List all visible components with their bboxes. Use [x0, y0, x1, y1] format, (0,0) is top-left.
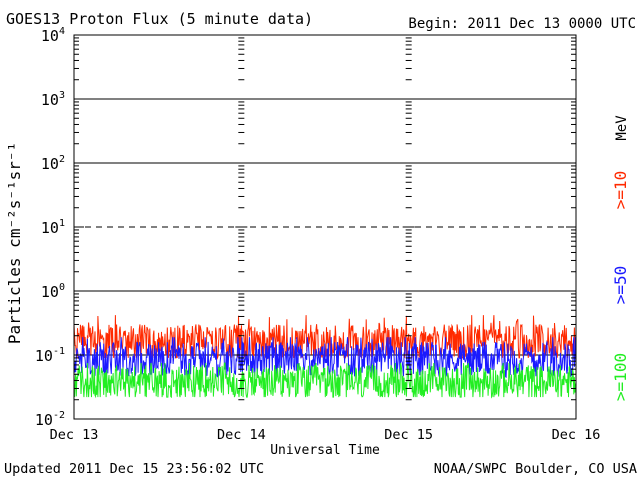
legend: >=10 >=50 >=100 [611, 171, 630, 401]
energy-unit-label: MeV [614, 115, 630, 141]
legend-label: >=10 [611, 171, 630, 210]
series-layer [73, 315, 576, 399]
y-tick-exponent: 3 [59, 90, 65, 101]
y-tick-exponent: 2 [59, 154, 65, 165]
source-credit: NOAA/SWPC Boulder, CO USA [434, 461, 637, 477]
x-tick-label: Dec 13 [50, 427, 99, 443]
legend-label: >=50 [611, 266, 630, 305]
legend-item: >=100 [611, 353, 630, 401]
legend-item: >=10 [611, 171, 630, 210]
y-tick-label: 101 [41, 218, 65, 237]
y-tick-label: 103 [41, 90, 65, 109]
grid-layer [74, 98, 576, 356]
y-tick-exponent: 0 [59, 282, 65, 293]
x-tick-label: Dec 15 [384, 427, 433, 443]
series-line [73, 362, 576, 399]
updated-timestamp: Updated 2011 Dec 15 23:56:02 UTC [4, 461, 264, 477]
y-tick-label: 104 [41, 26, 65, 45]
y-axis-label: Particles cm⁻²s⁻¹sr⁻¹ [5, 142, 24, 344]
legend-label: >=100 [611, 353, 630, 401]
y-tick-exponent: 1 [59, 218, 65, 229]
legend-item: >=50 [611, 266, 630, 305]
y-tick-exponent: -2 [53, 410, 65, 421]
y-tick-label: 10-2 [35, 410, 65, 429]
begin-label: Begin: 2011 Dec 13 0000 UTC [408, 16, 636, 32]
y-tick-label: 100 [41, 282, 65, 301]
y-tick-exponent: 4 [59, 26, 65, 37]
x-axis-label: Universal Time [270, 443, 380, 458]
x-tick-label: Dec 14 [217, 427, 266, 443]
x-tick-label: Dec 16 [552, 427, 601, 443]
y-tick-exponent: -1 [53, 346, 65, 357]
y-tick-label: 102 [41, 154, 65, 173]
y-tick-label: 10-1 [35, 346, 65, 365]
series-line [73, 337, 576, 379]
series-line [73, 315, 576, 360]
chart-title: GOES13 Proton Flux (5 minute data) [6, 10, 313, 28]
